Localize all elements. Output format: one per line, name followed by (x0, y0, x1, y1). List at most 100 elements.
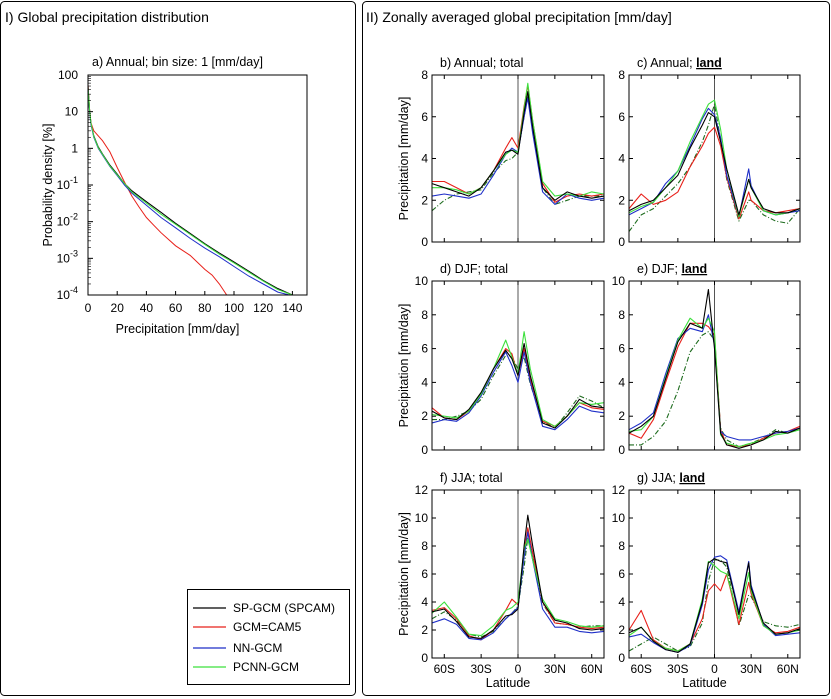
x-tick-label-a: 100 (224, 301, 244, 315)
y-tick-label-a: 10-1 (57, 175, 78, 192)
y-tick-label-g: 4 (618, 595, 625, 609)
legend-label-cam5: GCM=CAM5 (233, 620, 302, 634)
x-tick-label-f: 60S (434, 662, 455, 676)
x-tick-label-a: 140 (282, 301, 302, 315)
panel-title-emphasis: land (681, 262, 707, 276)
y-tick-base: 10 (57, 251, 71, 265)
y-tick-label-e: 8 (618, 308, 625, 322)
y-tick-label-f: 6 (421, 567, 428, 581)
y-tick-label-g: 8 (618, 539, 625, 553)
y-tick-label-a: 10-4 (57, 285, 78, 302)
panel-title-text: c) Annual; (637, 56, 696, 70)
series-b-observation (432, 95, 604, 212)
panel-title-d: d) DJF; total (440, 262, 508, 276)
y-tick-label-d: 2 (421, 409, 428, 423)
panel-e: 0 2 4 6 8 10 e) DJF; land (612, 262, 801, 457)
left-section-title: I) Global precipitation distribution (5, 9, 209, 25)
series-d-nn-gcm (432, 351, 604, 431)
x-tick-label-g: 30S (667, 662, 688, 676)
y-tick-label-b: 4 (421, 152, 428, 166)
chart-panels: 0 20 40 60 80 100 120 14010010110-110-210-310-4… (41, 55, 801, 690)
series-c-sp-gcm-spcam- (629, 112, 800, 216)
panel-title-emphasis: land (696, 56, 722, 70)
x-tick-label-g: 60S (631, 662, 652, 676)
series-f-sp-gcm-spcam- (432, 514, 604, 639)
series-d-sp-gcm-spcam- (432, 342, 604, 429)
y-tick-label-g: 6 (618, 567, 625, 581)
panel-c: 0 2 4 6 8 c) Annual; land (618, 56, 801, 249)
y-tick-label-c: 6 (618, 110, 625, 124)
y-tick-label-a: 1 (71, 141, 78, 155)
y-tick-label-a: 100 (58, 68, 78, 82)
y-tick-label-a: 10-3 (57, 248, 78, 265)
panel-title-text: g) JJA; (637, 471, 679, 485)
y-tick-label-e: 6 (618, 342, 625, 356)
y-tick-label-e: 0 (618, 443, 625, 457)
y-tick-label-f: 10 (415, 511, 429, 525)
panel-title-b: b) Annual; total (440, 56, 523, 70)
legend-label-nngcm: NN-GCM (233, 641, 282, 655)
legend-label-spgcm: SP-GCM (SPCAM) (233, 601, 335, 615)
panel-title-text: e) DJF; (637, 262, 681, 276)
y-tick-base: 10 (57, 288, 71, 302)
y-tick-label-d: 8 (421, 308, 428, 322)
right-section-title: II) Zonally averaged global precipitatio… (366, 9, 672, 25)
x-axis-label-a: Precipitation [mm/day] (116, 322, 240, 336)
legend: SP-GCM (SPCAM) GCM=CAM5 NN-GCM PCNN-GCM (187, 589, 350, 685)
y-tick-label-f: 8 (421, 539, 428, 553)
x-tick-label-f: 60N (581, 662, 603, 676)
y-tick-label-d: 4 (421, 375, 428, 389)
y-tick-label-c: 4 (618, 152, 625, 166)
y-tick-label-g: 0 (618, 651, 625, 665)
y-tick-label-b: 8 (421, 68, 428, 82)
y-tick-label-d: 6 (421, 342, 428, 356)
y-tick-exp: -1 (70, 175, 78, 185)
legend-label-pcnngcm: PCNN-GCM (233, 660, 299, 674)
y-tick-label-b: 2 (421, 193, 428, 207)
series-g-sp-gcm-spcam- (629, 558, 800, 653)
panel-title-c: c) Annual; land (637, 56, 722, 70)
x-tick-label-f: 0 (515, 662, 522, 676)
y-tick-label-d: 0 (421, 443, 428, 457)
y-tick-label-e: 4 (618, 375, 625, 389)
y-tick-label-g: 10 (612, 511, 626, 525)
panel-g: 60S 30S 0 30N 60N 0 2 4 6 8 10 12 g) JJA; land Latitu… (612, 471, 801, 690)
y-axis-label-d: Precipitation [mm/day] (397, 304, 411, 428)
y-tick-label-f: 4 (421, 595, 428, 609)
y-tick-label-a: 10-2 (57, 212, 78, 229)
panel-title-emphasis: land (679, 471, 705, 485)
y-tick-label-g: 2 (618, 623, 625, 637)
panel-title-f: f) JJA; total (440, 471, 503, 485)
y-tick-label-c: 8 (618, 68, 625, 82)
series-b-sp-gcm-spcam- (432, 91, 604, 201)
panel-title-e: e) DJF; land (637, 262, 707, 276)
x-tick-label-a: 60 (169, 301, 183, 315)
x-tick-label-a: 40 (140, 301, 154, 315)
x-tick-label-a: 120 (253, 301, 273, 315)
pdf-series-nn-gcm (88, 87, 290, 295)
x-tick-label-f: 30S (470, 662, 491, 676)
y-tick-exp: -4 (70, 285, 78, 295)
panel-title-a: a) Annual; bin size: 1 [mm/day] (92, 55, 263, 69)
x-tick-label-g: 30N (740, 662, 762, 676)
panel-b: 0 2 4 6 8 b) Annual; total Precipitation [mm/d… (397, 56, 605, 249)
y-tick-label-c: 0 (618, 235, 625, 249)
x-tick-label-a: 20 (111, 301, 125, 315)
x-tick-label-g: 0 (711, 662, 718, 676)
panel-a: 0 20 40 60 80 100 120 14010010110-110-210-310-4… (41, 55, 308, 336)
y-tick-label-f: 0 (421, 651, 428, 665)
pdf-series-sp-gcm-spcam- (88, 85, 293, 295)
y-tick-label-e: 2 (618, 409, 625, 423)
left-section-frame (0, 1, 356, 696)
x-axis-label-f: Latitude (486, 676, 531, 690)
panel-title-g: g) JJA; land (637, 471, 705, 485)
panel-title-text: b) Annual; total (440, 56, 523, 70)
legend-box (187, 589, 350, 685)
pdf-series-gcm-cam5 (88, 84, 228, 295)
x-tick-label-g: 60N (777, 662, 799, 676)
y-tick-label-f: 2 (421, 623, 428, 637)
y-tick-label-b: 6 (421, 110, 428, 124)
x-axis-label-g: Latitude (682, 676, 727, 690)
right-section-frame (362, 1, 830, 696)
y-axis-label-b: Precipitation [mm/day] (397, 97, 411, 221)
